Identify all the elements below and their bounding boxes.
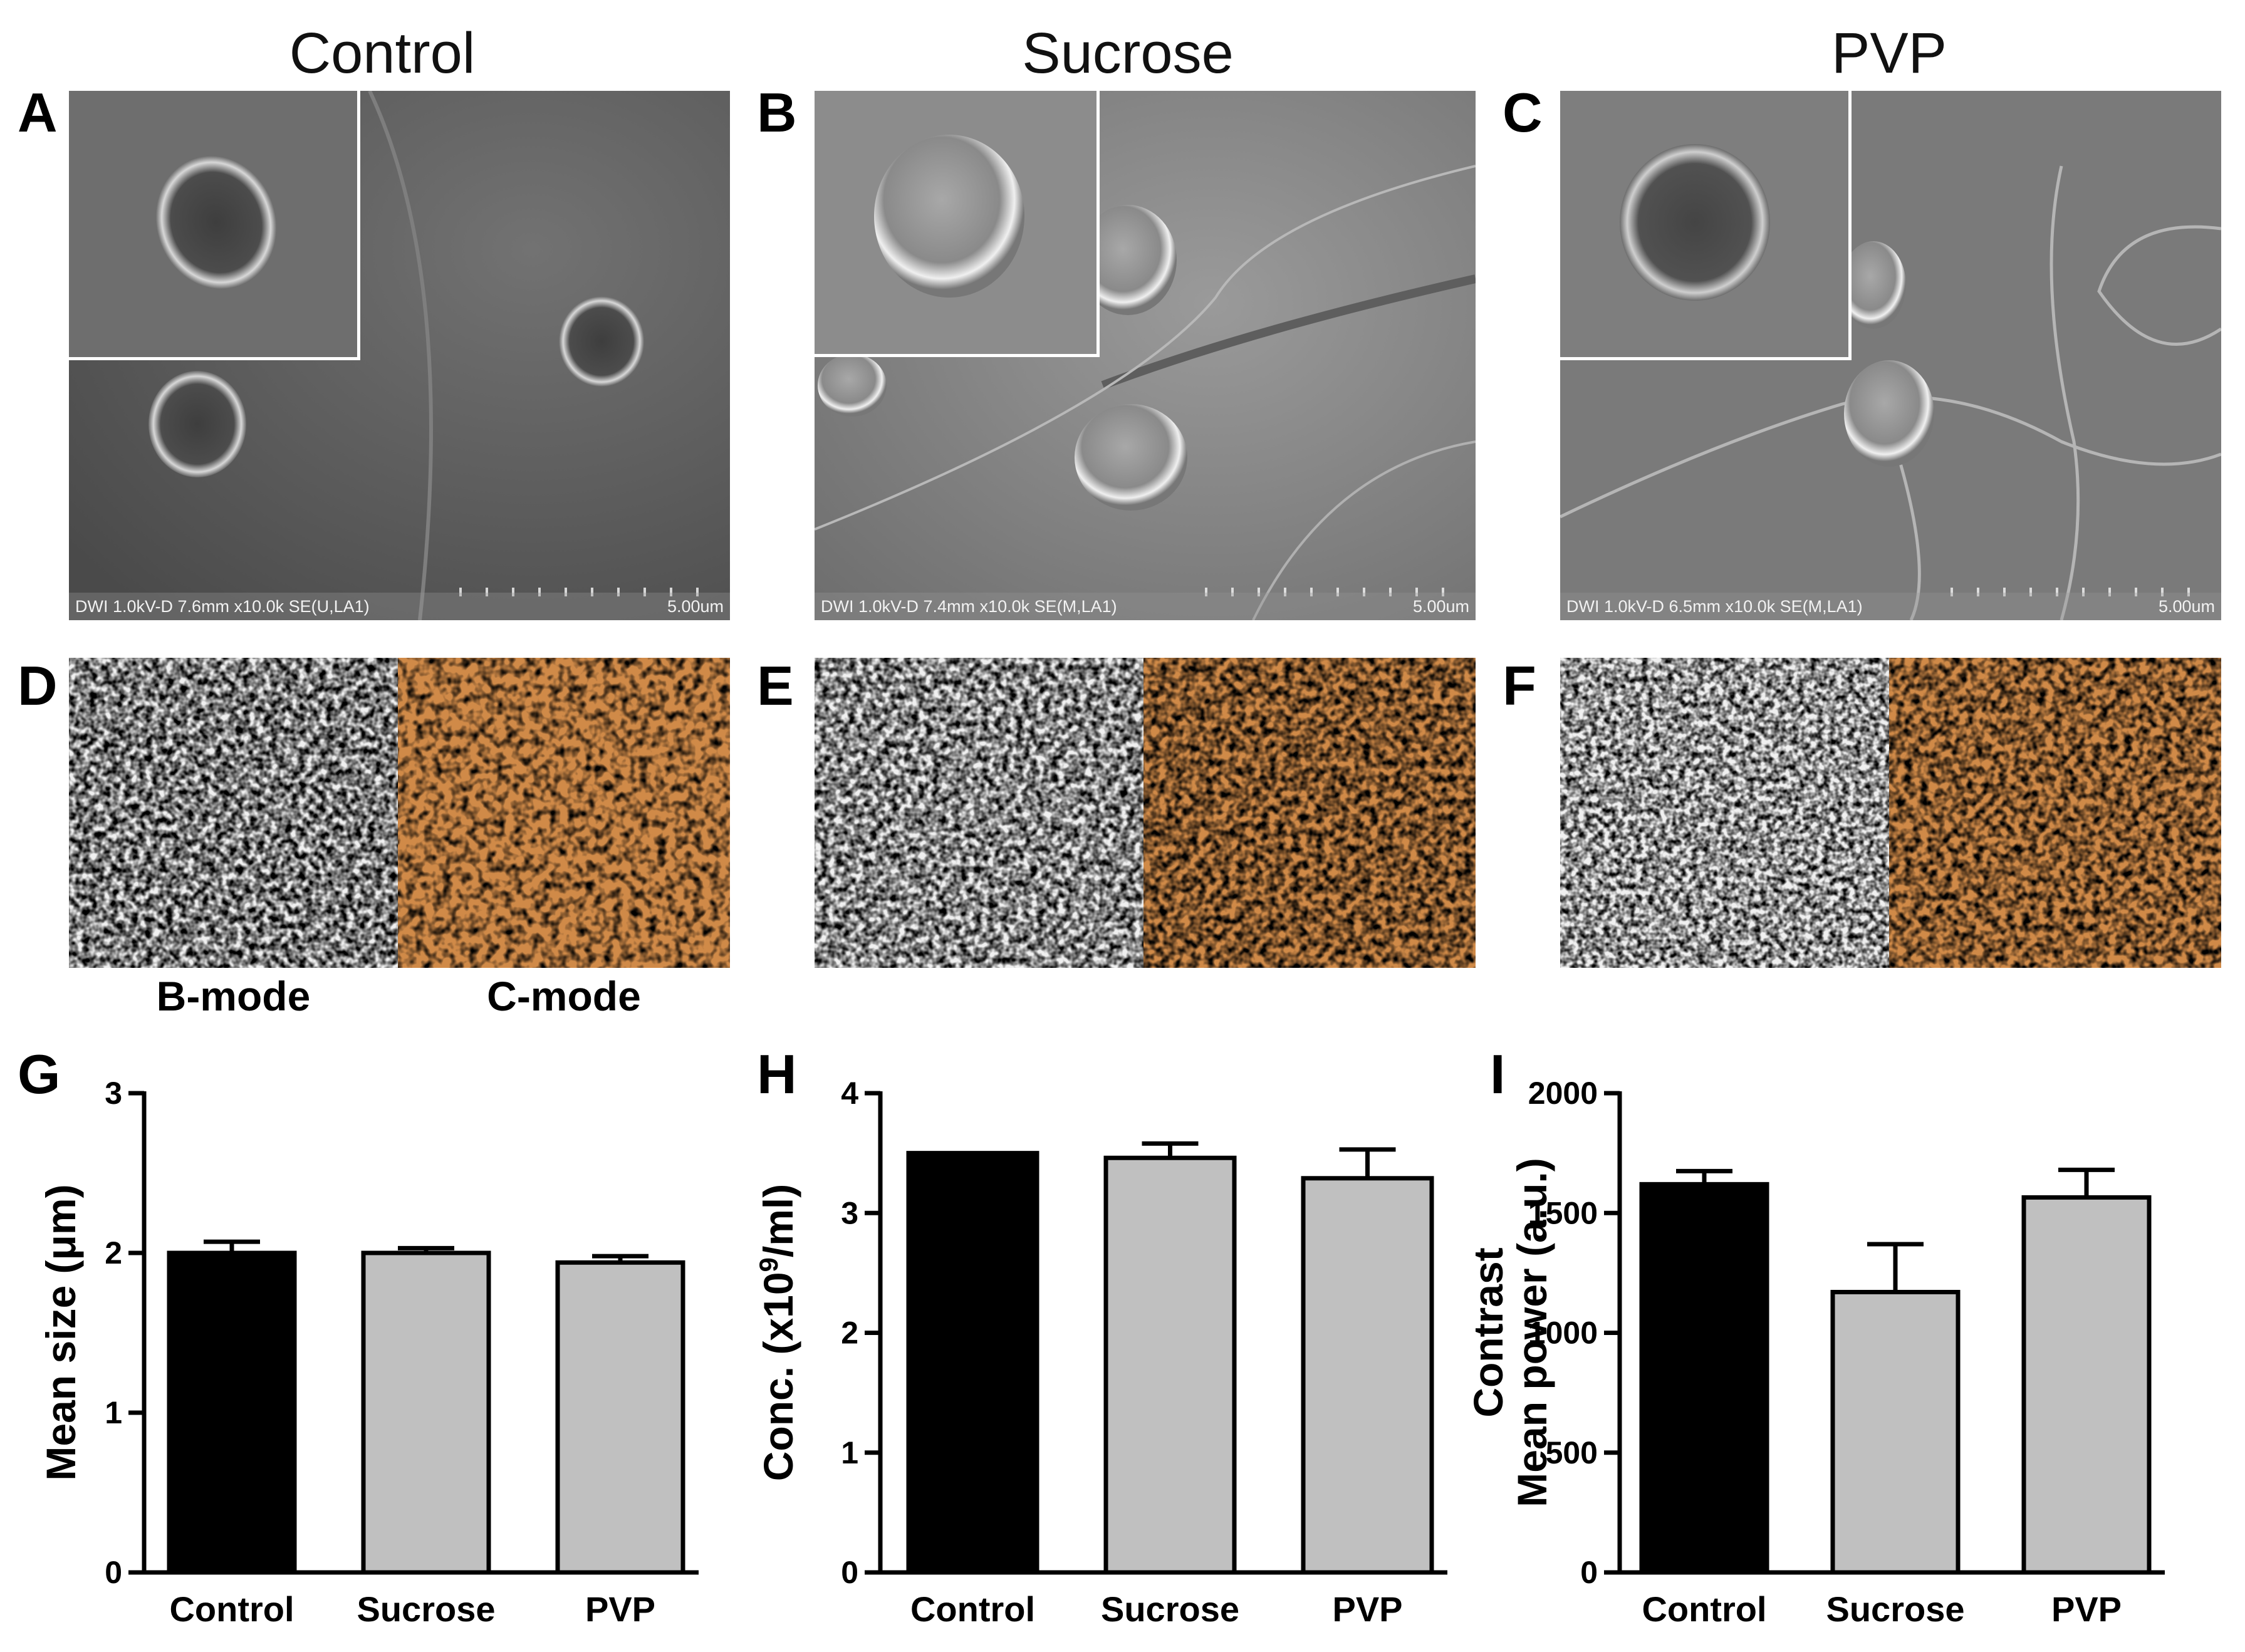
- sem-image-sucrose: DWI 1.0kV-D 7.4mm x10.0k SE(M,LA1) 5.00u…: [815, 91, 1476, 620]
- x-tick-label-sucrose: Sucrose: [357, 1589, 496, 1629]
- sem-scale-text: 5.00um: [1412, 597, 1469, 616]
- sem-inset-sucrose: [815, 91, 1100, 357]
- c-mode-image-pvp: [1889, 658, 2221, 968]
- y-tick-label: 1: [105, 1395, 122, 1430]
- y-tick-label: 2: [105, 1235, 122, 1270]
- sem-scale-text: 5.00um: [2158, 597, 2215, 616]
- y-tick-label: 1000: [1528, 1316, 1598, 1351]
- y-axis-label-line2: Mean power (a.u.): [1509, 1158, 1555, 1507]
- y-tick-label: 500: [1546, 1435, 1598, 1470]
- sem-scale-ticks: [1951, 588, 2214, 596]
- x-tick-label-control: Control: [1642, 1589, 1766, 1629]
- y-tick-label: 1: [841, 1435, 858, 1470]
- column-title-control: Control: [289, 21, 476, 85]
- sem-info-text: DWI 1.0kV-D 7.4mm x10.0k SE(M,LA1): [821, 597, 1117, 616]
- x-tick-label-sucrose: Sucrose: [1826, 1589, 1965, 1629]
- x-tick-label-pvp: PVP: [2051, 1589, 2122, 1629]
- y-tick-label: 3: [841, 1195, 858, 1230]
- bar-sucrose: [361, 1250, 491, 1575]
- chart-mean-size: Control Sucrose PVP 0 1 2 3 Mean size (μm): [38, 1059, 739, 1648]
- c-mode-label: C-mode: [487, 973, 641, 1019]
- chart-contrast-mean-power: Control Sucrose PVP 0 500 1000 1500 2000 Contras…: [1454, 1059, 2237, 1648]
- panel-letter-e: E: [757, 655, 794, 717]
- panel-letter-i: I: [1490, 1043, 1506, 1105]
- sem-inset-control: [69, 91, 360, 360]
- y-tick-label: 0: [841, 1555, 858, 1590]
- bar-pvp: [555, 1260, 685, 1575]
- y-tick-label: 4: [841, 1076, 858, 1111]
- sem-scale-ticks: [1205, 588, 1468, 596]
- x-tick-label-sucrose: Sucrose: [1101, 1589, 1239, 1629]
- bar-sucrose: [1103, 1155, 1237, 1575]
- bar-control: [1639, 1182, 1769, 1575]
- panel-letter-f: F: [1503, 655, 1536, 717]
- x-tick-label-pvp: PVP: [1332, 1589, 1402, 1629]
- y-tick-label: 2: [841, 1316, 858, 1351]
- panel-letter-h: H: [757, 1043, 797, 1105]
- sem-image-control: DWI 1.0kV-D 7.6mm x10.0k SE(U,LA1) 5.00u…: [69, 91, 730, 620]
- panel-letter-c: C: [1503, 81, 1543, 143]
- x-tick-label-control: Control: [910, 1589, 1035, 1629]
- sem-inset-pvp: [1560, 91, 1852, 360]
- sem-info-text: DWI 1.0kV-D 7.6mm x10.0k SE(U,LA1): [75, 597, 370, 616]
- panel-letter-d: D: [18, 655, 58, 717]
- y-tick-label: 0: [105, 1555, 122, 1590]
- b-mode-image-sucrose: [815, 658, 1143, 968]
- b-mode-label: B-mode: [156, 973, 311, 1019]
- sem-scale-text: 5.00um: [667, 597, 724, 616]
- y-axis-label: Mean size (μm): [38, 1184, 84, 1480]
- x-tick-label-pvp: PVP: [585, 1589, 655, 1629]
- y-tick-label: 1500: [1528, 1195, 1598, 1230]
- sem-scale-ticks: [459, 588, 722, 596]
- bar-sucrose: [1830, 1289, 1961, 1575]
- x-tick-label-control: Control: [169, 1589, 294, 1629]
- b-mode-image-control: [69, 658, 398, 968]
- b-mode-image-pvp: [1560, 658, 1889, 968]
- y-axis-label-line1: Contrast: [1465, 1247, 1511, 1417]
- y-tick-label: 3: [105, 1076, 122, 1111]
- sem-info-bar: DWI 1.0kV-D 7.6mm x10.0k SE(U,LA1) 5.00u…: [69, 593, 730, 620]
- sem-info-bar: DWI 1.0kV-D 7.4mm x10.0k SE(M,LA1) 5.00u…: [815, 593, 1476, 620]
- column-title-pvp: PVP: [1831, 21, 1947, 85]
- sem-image-pvp: DWI 1.0kV-D 6.5mm x10.0k SE(M,LA1) 5.00u…: [1560, 91, 2221, 620]
- y-tick-label: 2000: [1528, 1076, 1598, 1111]
- bar-control: [167, 1250, 297, 1575]
- bar-control: [906, 1151, 1039, 1575]
- panel-letter-b: B: [757, 81, 797, 143]
- c-mode-image-control: [398, 658, 730, 968]
- chart-concentration: Control Sucrose PVP 0 1 2 3 4 Conc. (x109/ml): [742, 1059, 1451, 1648]
- column-title-sucrose: Sucrose: [1022, 21, 1234, 85]
- sem-info-text: DWI 1.0kV-D 6.5mm x10.0k SE(M,LA1): [1566, 597, 1863, 616]
- c-mode-image-sucrose: [1143, 658, 1476, 968]
- bar-pvp: [2021, 1195, 2152, 1575]
- y-axis-label: Conc. (x109/ml): [754, 1184, 801, 1481]
- panel-letter-a: A: [18, 81, 58, 143]
- panel-letter-g: G: [18, 1043, 61, 1105]
- bar-pvp: [1301, 1176, 1434, 1575]
- y-tick-label: 0: [1580, 1555, 1598, 1590]
- sem-info-bar: DWI 1.0kV-D 6.5mm x10.0k SE(M,LA1) 5.00u…: [1560, 593, 2221, 620]
